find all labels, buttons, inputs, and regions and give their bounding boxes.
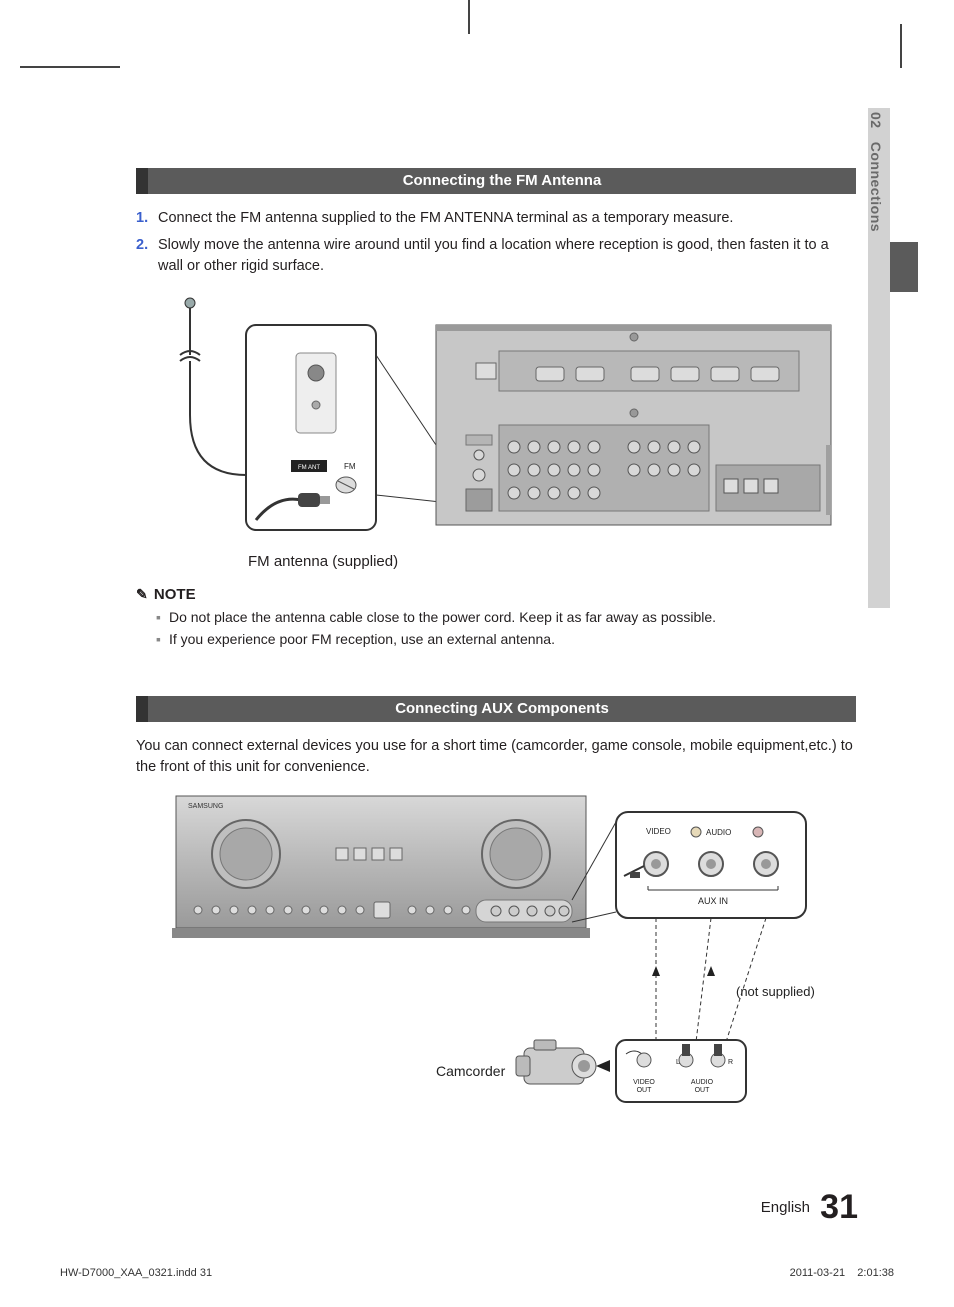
- step-item: 2. Slowly move the antenna wire around u…: [136, 235, 856, 277]
- pencil-icon: ✎: [136, 586, 148, 602]
- content-area: Connecting the FM Antenna 1. Connect the…: [136, 168, 856, 1112]
- step-text: Connect the FM antenna supplied to the F…: [158, 208, 733, 229]
- crop-mark: [900, 24, 902, 68]
- l-label: L: [676, 1059, 680, 1066]
- not-supplied-label: (not supplied): [736, 984, 815, 999]
- audio-label: AUDIO: [706, 828, 731, 837]
- note-title: ✎ NOTE: [136, 586, 856, 603]
- fm-diagram: FM ANT FM: [136, 295, 856, 545]
- fm-ant-label: FM ANT: [298, 465, 320, 471]
- page-footer: English 31: [761, 1188, 858, 1227]
- audio-out-label: AUDIO: [691, 1079, 714, 1086]
- chapter-title: Connections: [868, 142, 884, 232]
- page: 02 Connections Connecting the FM Antenna…: [0, 0, 954, 1307]
- steps-list: 1. Connect the FM antenna supplied to th…: [136, 208, 856, 277]
- print-file: HW-D7000_XAA_0321.indd 31: [60, 1267, 212, 1279]
- note-item: Do not place the antenna cable close to …: [156, 607, 856, 629]
- footer-lang: English: [761, 1199, 810, 1216]
- camcorder-icon: [516, 1040, 596, 1084]
- camcorder-label: Camcorder: [436, 1063, 506, 1079]
- video-label: VIDEO: [646, 827, 671, 836]
- brand-label: SAMSUNG: [188, 803, 223, 810]
- section-header-aux: Connecting AUX Components: [136, 696, 856, 722]
- page-number: 31: [820, 1188, 858, 1226]
- aux-intro: You can connect external devices you use…: [136, 736, 856, 778]
- chapter-number: 02: [868, 112, 884, 129]
- crop-mark: [468, 0, 470, 34]
- step-number: 1.: [136, 208, 158, 229]
- print-datetime: 2011-03-21 2:01:38: [790, 1267, 894, 1279]
- note-item: If you experience poor FM reception, use…: [156, 629, 856, 651]
- chapter-tab: 02 Connections: [868, 112, 896, 592]
- fm-diagram-svg: FM ANT FM: [136, 295, 836, 545]
- note-list: Do not place the antenna cable close to …: [136, 607, 856, 650]
- step-text: Slowly move the antenna wire around unti…: [158, 235, 856, 277]
- section-header-fm: Connecting the FM Antenna: [136, 168, 856, 194]
- aux-diagram-svg: SAMSUNG: [136, 792, 836, 1112]
- chapter-label: 02 Connections: [868, 112, 884, 232]
- video-out-label: VIDEO: [633, 1079, 655, 1086]
- step-item: 1. Connect the FM antenna supplied to th…: [136, 208, 856, 229]
- note-title-text: NOTE: [154, 586, 196, 603]
- section-aux: Connecting AUX Components You can connec…: [136, 696, 856, 1112]
- fm-label: FM: [344, 462, 356, 471]
- fm-caption: FM antenna (supplied): [248, 553, 856, 570]
- step-number: 2.: [136, 235, 158, 277]
- svg-text:OUT: OUT: [637, 1087, 653, 1094]
- aux-in-label: AUX IN: [698, 896, 728, 906]
- r-label: R: [728, 1059, 733, 1066]
- note-block: ✎ NOTE Do not place the antenna cable cl…: [136, 586, 856, 650]
- crop-mark: [20, 66, 120, 68]
- print-metadata: HW-D7000_XAA_0321.indd 31 2011-03-21 2:0…: [60, 1267, 894, 1279]
- svg-text:OUT: OUT: [695, 1087, 711, 1094]
- aux-diagram: SAMSUNG: [136, 792, 856, 1112]
